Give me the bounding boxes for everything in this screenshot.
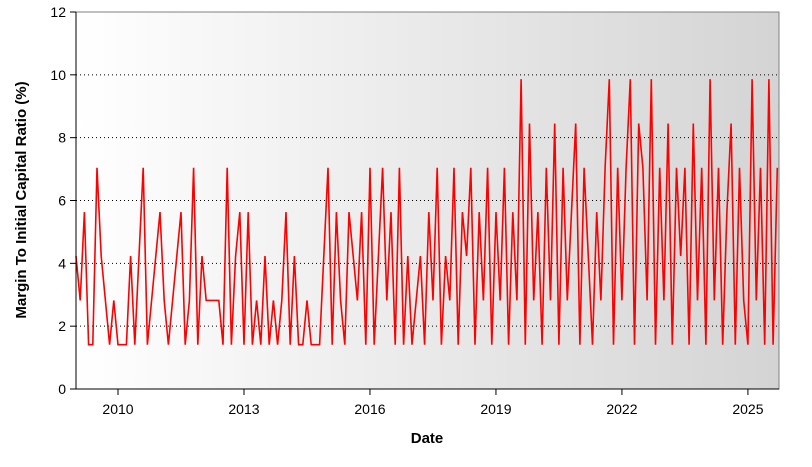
x-tick-label: 2010 [102,401,133,417]
y-tick-label: 6 [58,193,66,209]
data-line [75,79,779,346]
x-tick-label: 2013 [228,401,259,417]
y-axis-label: Margin To Initial Capital Ratio (%) [13,81,30,318]
y-tick-label: 0 [58,381,66,397]
plot-area [75,11,780,390]
x-axis-label: Date [411,430,444,447]
y-tick-label: 12 [50,4,66,20]
x-tick-label: 2016 [354,401,385,417]
y-tick-label: 8 [58,130,66,146]
y-tick-label: 10 [50,67,66,83]
x-tick-label: 2019 [480,401,511,417]
y-tick-label: 2 [58,318,66,334]
y-tick-label: 4 [58,255,66,271]
x-tick-label: 2025 [732,401,763,417]
x-tick-label: 2022 [606,401,637,417]
